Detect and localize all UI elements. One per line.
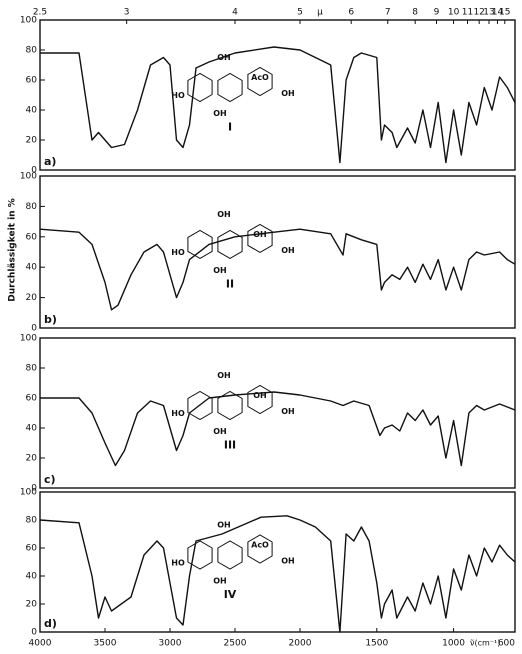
structure-label: AcO <box>251 73 269 82</box>
structure-ring <box>187 390 213 421</box>
structure-label: HO <box>171 248 185 257</box>
x-axis-label: ν̃(cm⁻¹) <box>470 639 500 648</box>
y-axis-label: Durchlässigkeit in % <box>8 198 18 301</box>
spectrum-line <box>40 391 516 467</box>
structure-ring <box>187 229 213 259</box>
y-tick-label: 80 <box>26 46 38 56</box>
x2-tick-label: 10 <box>448 8 460 18</box>
structure-ring <box>187 540 213 570</box>
compound-label: III <box>224 439 236 452</box>
structure-label: OH <box>281 557 295 566</box>
structure-label: HO <box>171 559 185 568</box>
structure-label: OH <box>217 210 231 219</box>
x-tick-label: 600 <box>498 639 515 649</box>
spectrum-line <box>39 228 516 311</box>
x2-tick-label: 6 <box>348 8 354 18</box>
structure-label: OH <box>281 89 295 98</box>
structure-label: HO <box>171 409 185 418</box>
x2-tick-label: 13 <box>483 8 494 18</box>
y-tick-label: 40 <box>26 424 38 434</box>
panel-label: b) <box>44 313 57 326</box>
structure-ring <box>247 534 273 564</box>
spectrum-line <box>40 46 516 164</box>
y-tick-label: 60 <box>26 544 38 554</box>
x2-tick-label: 3 <box>124 8 130 18</box>
y-tick-label: 100 <box>20 16 37 26</box>
y-tick-label: 80 <box>26 364 38 374</box>
structure-label: OH <box>217 53 231 62</box>
y-tick-label: 40 <box>26 572 38 582</box>
y-tick-label: 80 <box>26 516 38 526</box>
y-tick-label: 60 <box>26 76 38 86</box>
y-tick-label: 60 <box>26 232 38 242</box>
structure-label: OH <box>213 109 227 118</box>
y-tick-label: 60 <box>26 394 38 404</box>
x2-tick-label: 14 <box>492 8 504 18</box>
y-tick-label: 40 <box>26 263 38 273</box>
panel-label: d) <box>44 617 57 630</box>
y-tick-label: 100 <box>20 172 37 182</box>
x2-tick-label: 11 <box>462 8 473 18</box>
y-tick-label: 100 <box>20 488 37 498</box>
structure-label: OH <box>213 266 227 275</box>
x-tick-label: 2000 <box>289 639 312 649</box>
structure-label: OH <box>281 407 295 416</box>
panel-label: a) <box>44 155 56 168</box>
structure-label: OH <box>253 391 267 400</box>
structure-label: OH <box>213 577 227 586</box>
x2-tick-label: 5 <box>297 8 303 18</box>
x2-axis-label: µ <box>317 8 323 18</box>
y-tick-label: 20 <box>26 293 38 303</box>
y-tick-label: 100 <box>20 334 37 344</box>
structure-label: OH <box>253 230 267 239</box>
panel-frame <box>39 175 516 329</box>
structure-ring <box>217 390 243 421</box>
structure-label: OH <box>281 246 295 255</box>
x-tick-label: 3500 <box>94 639 117 649</box>
x2-tick-label: 4 <box>232 8 238 18</box>
x2-tick-label: 9 <box>434 8 440 18</box>
y-tick-label: 40 <box>26 106 38 116</box>
x-tick-label: 2500 <box>224 639 247 649</box>
structure-ring <box>247 66 273 97</box>
x2-tick-label: 7 <box>385 8 391 18</box>
x2-tick-label: 2.5 <box>33 8 47 18</box>
x2-tick-label: 8 <box>412 8 418 18</box>
x-tick-label: 1500 <box>365 639 388 649</box>
y-tick-label: 80 <box>26 202 38 212</box>
compound-label: I <box>228 121 232 134</box>
structure-label: HO <box>171 91 185 100</box>
panel-frame <box>39 19 516 171</box>
compound-label: IV <box>224 588 237 601</box>
structure-label: OH <box>213 427 227 436</box>
x2-tick-label: 12 <box>473 8 484 18</box>
structure-ring <box>217 229 243 259</box>
structure-ring <box>247 223 273 253</box>
structure-ring <box>217 72 243 103</box>
x-tick-label: 1000 <box>442 639 465 649</box>
structure-label: AcO <box>251 541 269 550</box>
y-tick-label: 20 <box>26 454 38 464</box>
y-tick-label: 20 <box>26 600 38 610</box>
panel-label: c) <box>44 473 56 486</box>
y-tick-label: 0 <box>31 628 37 638</box>
compound-label: II <box>226 277 234 290</box>
y-tick-label: 20 <box>26 136 38 146</box>
structure-ring <box>187 72 213 103</box>
x2-tick-label: 15 <box>499 8 510 18</box>
y-tick-label: 0 <box>31 166 37 176</box>
structure-ring <box>217 540 243 570</box>
spectrum-line <box>39 515 516 633</box>
structure-label: OH <box>217 371 231 380</box>
x-tick-label: 4000 <box>29 639 52 649</box>
y-tick-label: 0 <box>31 324 37 334</box>
structure-ring <box>247 384 273 415</box>
y-tick-label: 0 <box>31 484 37 494</box>
x-tick-label: 3000 <box>159 639 182 649</box>
structure-label: OH <box>217 521 231 530</box>
panel-frame <box>39 337 516 489</box>
